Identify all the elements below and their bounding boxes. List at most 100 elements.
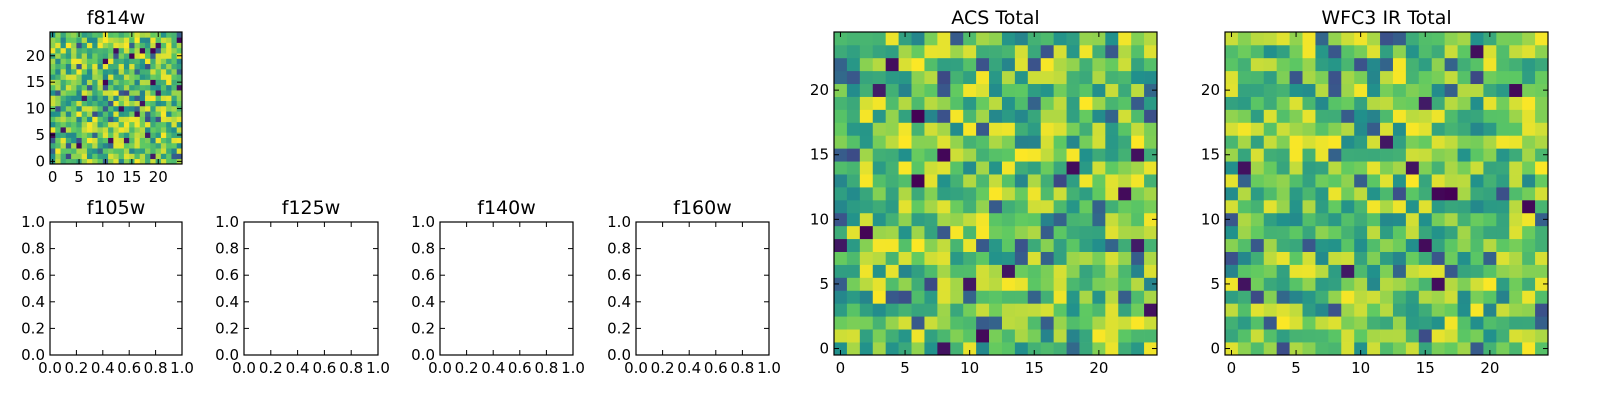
chart-wfc3_ir_total-cell [1535,70,1549,85]
chart-wfc3_ir_total-cell [1418,109,1433,123]
chart-f814w-cell [97,142,104,149]
chart-f814w-cell [92,142,98,149]
chart-acs_total-cell [963,70,977,85]
chart-f814w-cell [123,158,130,165]
chart-f814w-cell [86,95,93,101]
chart-acs_total-cell [963,238,977,252]
chart-acs_total-cell [950,212,964,227]
chart-wfc3_ir_total-cell [1483,44,1497,59]
chart-acs_total-cell [846,161,861,175]
chart-acs_total-cell [976,148,990,162]
chart-f814w-cell [171,47,178,54]
chart-f814w-cell [60,142,67,149]
chart-f814w-cell [102,100,109,107]
chart-wfc3_ir_total-cell [1263,83,1278,97]
chart-f814w-cell [129,90,135,96]
chart-acs_total-cell [872,238,887,252]
chart-f814w-cell [50,63,56,70]
chart-acs_total-cell [950,83,964,97]
chart-acs_total-cell [963,290,977,304]
chart-f814w-cell [171,32,178,38]
chart-f814w-cell [134,53,141,59]
chart-f814w-cell [55,158,61,165]
chart-acs_total-cell [937,109,951,123]
chart-wfc3_ir_total-cell [1276,96,1290,110]
chart-acs_total-cell [1001,264,1016,278]
chart-wfc3_ir_total-cell [1380,148,1394,162]
chart-acs_total-cell [1144,277,1158,291]
chart-f160w-frame [635,221,770,356]
chart-acs_total-cell [1027,109,1042,123]
chart-f814w-cell [55,100,61,107]
chart-wfc3_ir_total-cell [1302,57,1316,72]
chart-acs_total-cell [1079,290,1093,304]
chart-acs_total-cell [937,303,951,317]
chart-f814w-cell [123,142,130,149]
chart-acs_total-cell [1079,174,1093,188]
chart-wfc3_ir_total-cell [1418,57,1433,72]
chart-wfc3_ir_total-cell [1341,135,1355,149]
chart-acs_total-cell [834,199,848,214]
chart-f814w-cell [92,148,98,154]
chart-f814w-cell [160,100,167,107]
chart-f814w-cell [155,90,162,96]
chart-acs_total-title: ACS Total [951,7,1039,29]
chart-f814w-cell [123,79,130,86]
chart-f814w-xtick-label: 10 [96,168,115,186]
chart-f105w-xtick-label: 0.2 [64,359,88,377]
chart-wfc3_ir_total-cell [1315,148,1329,162]
chart-f814w-cell [113,100,119,107]
chart-f814w-cell [108,84,114,91]
chart-f814w-cell [97,127,104,133]
chart-f105w-xtick-label: 0.8 [144,359,168,377]
chart-f814w-cell [176,58,183,65]
chart-wfc3_ir_total-cell [1392,70,1407,85]
chart-wfc3_ir_total-cell [1315,225,1329,240]
chart-wfc3_ir_total-cell [1483,329,1497,343]
chart-f814w-cell [134,84,141,91]
chart-f814w-cell [76,68,83,75]
chart-acs_total-cell [924,342,938,356]
chart-wfc3_ir_total-cell [1302,187,1316,201]
chart-acs_total-ytick-label: 15 [810,146,829,164]
chart-wfc3_ir_total-cell [1289,122,1303,136]
chart-f814w-cell [129,111,135,117]
chart-wfc3_ir_total-cell [1457,212,1471,227]
chart-f814w-cell [71,32,77,38]
chart-f814w-cell [118,127,125,133]
chart-f814w-cell [97,32,104,38]
chart-f814w-cell [145,127,151,133]
chart-f814w-cell [71,95,77,101]
chart-acs_total-cell [1079,83,1093,97]
chart-acs_total-cell [1053,83,1067,97]
chart-wfc3_ir_total-cell [1302,238,1316,252]
chart-wfc3_ir_total-cell [1522,96,1536,110]
chart-acs_total-cell [989,148,1003,162]
chart-acs_total-cell [1014,316,1029,330]
chart-f814w-title: f814w [87,7,146,29]
chart-wfc3_ir_total-cell [1380,161,1394,175]
chart-acs_total-cell [911,342,925,356]
chart-f814w-cell [113,37,119,43]
chart-acs_total-cell [937,135,951,149]
chart-f814w-cell [118,58,125,65]
chart-wfc3_ir_total-cell [1225,329,1239,343]
chart-wfc3_ir_total-cell [1522,225,1536,240]
chart-wfc3_ir_total-cell [1496,342,1510,356]
chart-acs_total-cell [1105,277,1119,291]
chart-f814w-cell [86,137,93,144]
chart-wfc3_ir_total-cell [1392,290,1407,304]
chart-acs_total-cell [1001,135,1016,149]
chart-f814w-cell [155,58,162,65]
chart-f814w-cell [108,42,114,49]
chart-f814w-cell [176,148,183,154]
chart-wfc3_ir_total-cell [1470,342,1484,356]
chart-acs_total-cell [859,277,874,291]
chart-wfc3_ir_total-cell [1289,277,1303,291]
chart-acs_total-cell [924,290,938,304]
chart-f814w-cell [60,58,67,65]
chart-wfc3_ir_total-cell [1483,70,1497,85]
chart-wfc3_ir_total-cell [1470,96,1484,110]
chart-f814w-cell [113,148,119,154]
chart-acs_total-cell [976,238,990,252]
